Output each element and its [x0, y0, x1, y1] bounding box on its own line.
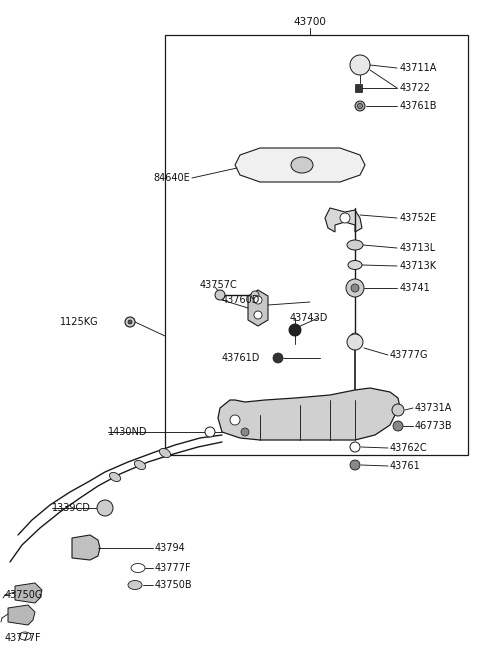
Text: 43713K: 43713K	[400, 261, 437, 271]
Text: 43794: 43794	[155, 543, 186, 553]
Ellipse shape	[291, 157, 313, 173]
Circle shape	[350, 55, 370, 75]
Text: 43741: 43741	[400, 283, 431, 293]
Circle shape	[340, 213, 350, 223]
Text: 84640E: 84640E	[153, 173, 190, 183]
Text: 43743D: 43743D	[290, 313, 328, 323]
Circle shape	[254, 296, 262, 304]
Circle shape	[346, 279, 364, 297]
Text: 43752E: 43752E	[400, 213, 437, 223]
Circle shape	[350, 442, 360, 452]
Ellipse shape	[131, 564, 145, 573]
Text: 43722: 43722	[400, 83, 431, 93]
Ellipse shape	[159, 449, 170, 458]
Ellipse shape	[134, 461, 145, 470]
Circle shape	[128, 320, 132, 324]
Text: 1339CD: 1339CD	[52, 503, 91, 513]
Text: 43760D: 43760D	[222, 295, 260, 305]
Circle shape	[251, 291, 259, 299]
Circle shape	[351, 284, 359, 292]
Polygon shape	[72, 535, 100, 560]
Polygon shape	[325, 208, 362, 232]
Text: 43711A: 43711A	[400, 63, 437, 73]
Polygon shape	[218, 388, 400, 440]
Text: 43750B: 43750B	[155, 580, 192, 590]
Circle shape	[393, 421, 403, 431]
Ellipse shape	[109, 472, 120, 482]
Circle shape	[347, 334, 363, 350]
Text: 43750G: 43750G	[5, 590, 43, 600]
Bar	[165, 35, 468, 455]
Text: 43777F: 43777F	[155, 563, 192, 573]
Circle shape	[215, 290, 225, 300]
Circle shape	[230, 415, 240, 425]
Circle shape	[254, 311, 262, 319]
Circle shape	[350, 460, 360, 470]
Text: 43777F: 43777F	[5, 633, 42, 643]
Text: 43761: 43761	[390, 461, 421, 471]
Circle shape	[241, 428, 249, 436]
Polygon shape	[235, 148, 365, 182]
Polygon shape	[8, 605, 35, 625]
Circle shape	[125, 317, 135, 327]
Text: 43777G: 43777G	[390, 350, 429, 360]
Ellipse shape	[347, 240, 363, 250]
Polygon shape	[248, 290, 268, 326]
Circle shape	[289, 324, 301, 336]
Circle shape	[392, 404, 404, 416]
Circle shape	[205, 427, 215, 437]
Circle shape	[350, 333, 360, 343]
Text: 43761B: 43761B	[400, 101, 437, 111]
Text: 1125KG: 1125KG	[60, 317, 98, 327]
Polygon shape	[355, 84, 362, 92]
Text: 43731A: 43731A	[415, 403, 452, 413]
Circle shape	[273, 353, 283, 363]
Text: 43761D: 43761D	[222, 353, 260, 363]
Ellipse shape	[348, 260, 362, 270]
Circle shape	[355, 101, 365, 111]
Text: 46773B: 46773B	[415, 421, 453, 431]
Ellipse shape	[128, 581, 142, 590]
Text: 43757C: 43757C	[200, 280, 238, 290]
Circle shape	[358, 104, 362, 108]
Polygon shape	[15, 583, 42, 603]
Circle shape	[97, 500, 113, 516]
Text: 1430ND: 1430ND	[108, 427, 147, 437]
Text: 43762C: 43762C	[390, 443, 428, 453]
Text: 43700: 43700	[294, 17, 326, 27]
Ellipse shape	[19, 632, 31, 640]
Text: 43713L: 43713L	[400, 243, 436, 253]
